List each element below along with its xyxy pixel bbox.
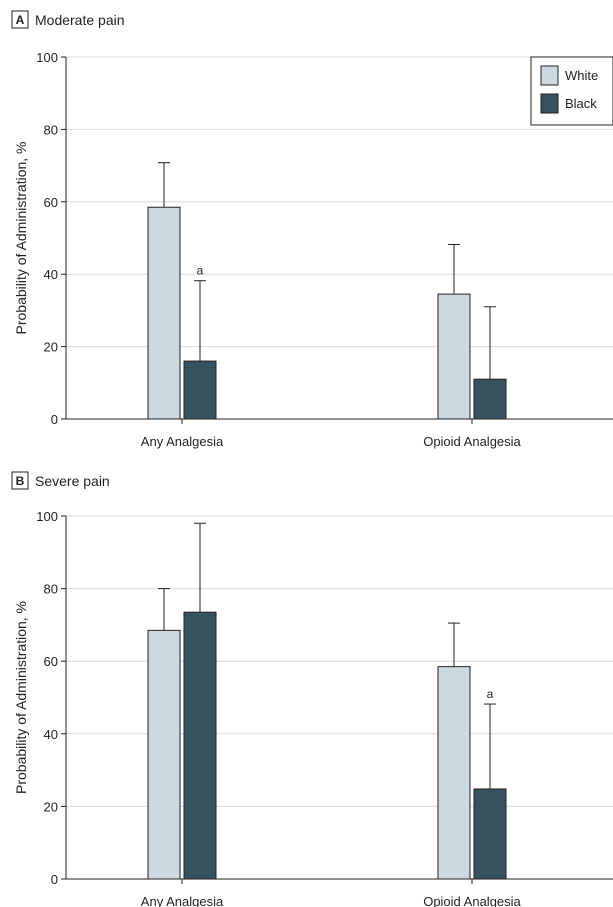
y-tick-label: 40 [44,727,58,742]
panel-letter-box [11,471,29,490]
panel-title: Moderate pain [35,12,125,28]
chart-panel-b: B Severe pain 0 20 40 60 80 100 Probability of A… [11,471,613,907]
bar-white-opioid-analgesia [437,293,471,420]
significance-marker: a [197,264,204,278]
y-tick-label: 40 [44,267,58,282]
significance-marker: a [487,687,494,701]
y-tick-label: 80 [44,122,58,137]
panel-title: Severe pain [35,473,110,489]
chart-panel-a: A Moderate pain 0 20 40 60 80 100 Probability of… [11,10,613,449]
y-axis-label: Probability of Administration, % [13,142,29,335]
y-axis-label: Probability of Administration, % [13,601,29,794]
y-tick-label: 80 [44,582,58,597]
bar-white-any-analgesia [147,206,181,420]
legend-swatch-black [540,93,559,114]
y-tick-label: 20 [44,799,58,814]
panel-letter-box [11,10,29,29]
bar-black-opioid-analgesia [473,788,507,880]
y-tick-label: 100 [36,509,58,524]
bar-black-any-analgesia [183,611,217,880]
x-category-label: Any Analgesia [141,894,224,907]
legend-label-white: White [565,68,598,83]
legend-swatch-white [540,65,559,86]
legend-label-black: Black [565,96,597,111]
panel-letter: A [16,13,25,27]
bar-black-any-analgesia [183,360,217,420]
bar-white-any-analgesia [147,629,181,880]
y-tick-label: 100 [36,50,58,65]
y-tick-label: 0 [51,872,58,887]
bar-black-opioid-analgesia [473,378,507,420]
y-tick-label: 60 [44,654,58,669]
x-category-label: Opioid Analgesia [423,434,521,449]
x-category-label: Opioid Analgesia [423,894,521,907]
bar-white-opioid-analgesia [437,666,471,880]
y-tick-label: 20 [44,340,58,355]
panel-letter: B [16,474,25,488]
x-category-label: Any Analgesia [141,434,224,449]
y-tick-label: 60 [44,195,58,210]
legend: White Black [530,56,613,126]
y-tick-label: 0 [51,412,58,427]
